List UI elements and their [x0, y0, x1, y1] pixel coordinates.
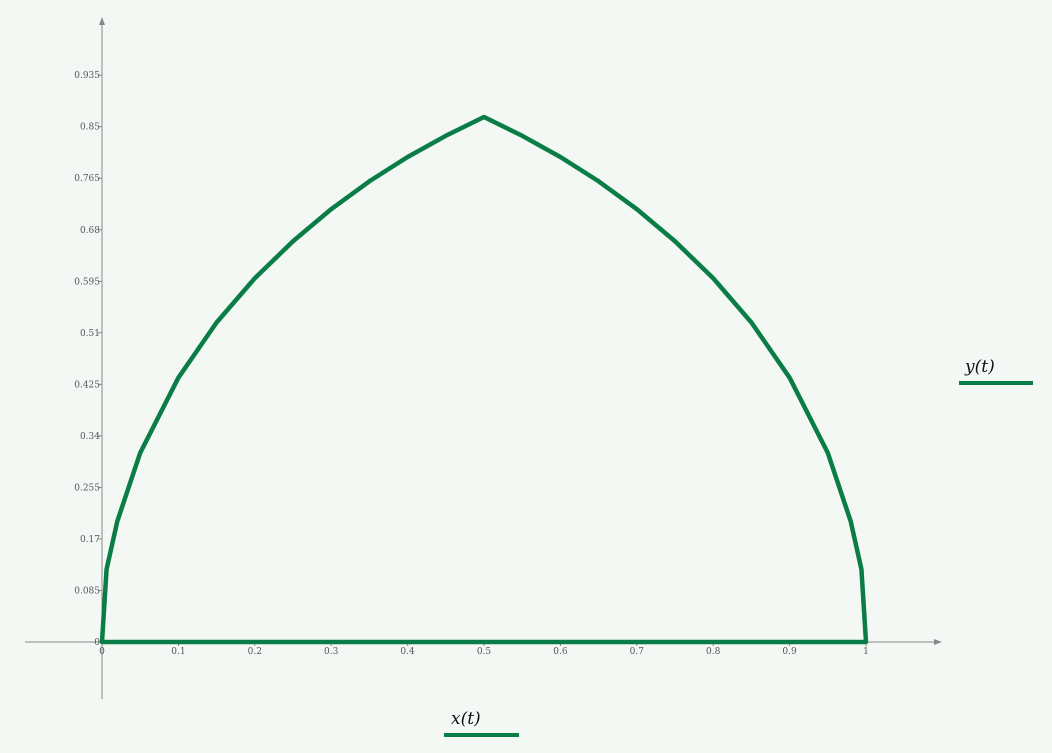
y-tick-label: 0.85	[80, 123, 100, 133]
x-tick-label: 0.9	[782, 647, 797, 657]
y-tick-label: 0.595	[74, 277, 100, 287]
ticks: 0 0.1 0.2 0.3 0.4 0.5 0.6 0.7 0.8 0.9 1 0 0.085 0.17 0…	[74, 71, 869, 657]
y-tick-label: 0.17	[80, 535, 100, 545]
y-tick-label: 0.765	[74, 174, 100, 184]
y-axis-legend-label: y(t)	[965, 357, 995, 377]
y-axis-legend-line	[959, 381, 1033, 385]
y-tick-label: 0.51	[80, 329, 100, 339]
x-tick-label: 0.1	[171, 647, 185, 657]
x-axis-legend-label: x(t)	[451, 709, 481, 729]
x-tick-label: 1	[863, 647, 869, 657]
x-tick-label: 0	[99, 647, 105, 657]
x-axis-legend-line	[444, 733, 519, 737]
x-axis-arrow	[934, 639, 942, 645]
y-axis-arrow	[99, 17, 105, 25]
x-tick-label: 0.2	[248, 647, 262, 657]
x-tick-label: 0.5	[477, 647, 492, 657]
series-line-0	[99, 114, 869, 645]
y-tick-label: 0.935	[74, 71, 100, 81]
y-tick-label: 0.34	[80, 432, 100, 442]
y-tick-label: 0.085	[74, 586, 100, 596]
x-tick-label: 0.6	[553, 647, 568, 657]
y-tick-label: 0.68	[80, 226, 100, 236]
series-layer	[99, 114, 869, 645]
y-tick-label: 0.425	[74, 380, 100, 390]
y-tick-label: 0.255	[74, 483, 100, 493]
x-tick-label: 0.3	[324, 647, 339, 657]
x-tick-label: 0.4	[400, 647, 415, 657]
y-tick-label: 0	[94, 638, 100, 648]
x-tick-label: 0.8	[706, 647, 721, 657]
x-tick-label: 0.7	[630, 647, 645, 657]
